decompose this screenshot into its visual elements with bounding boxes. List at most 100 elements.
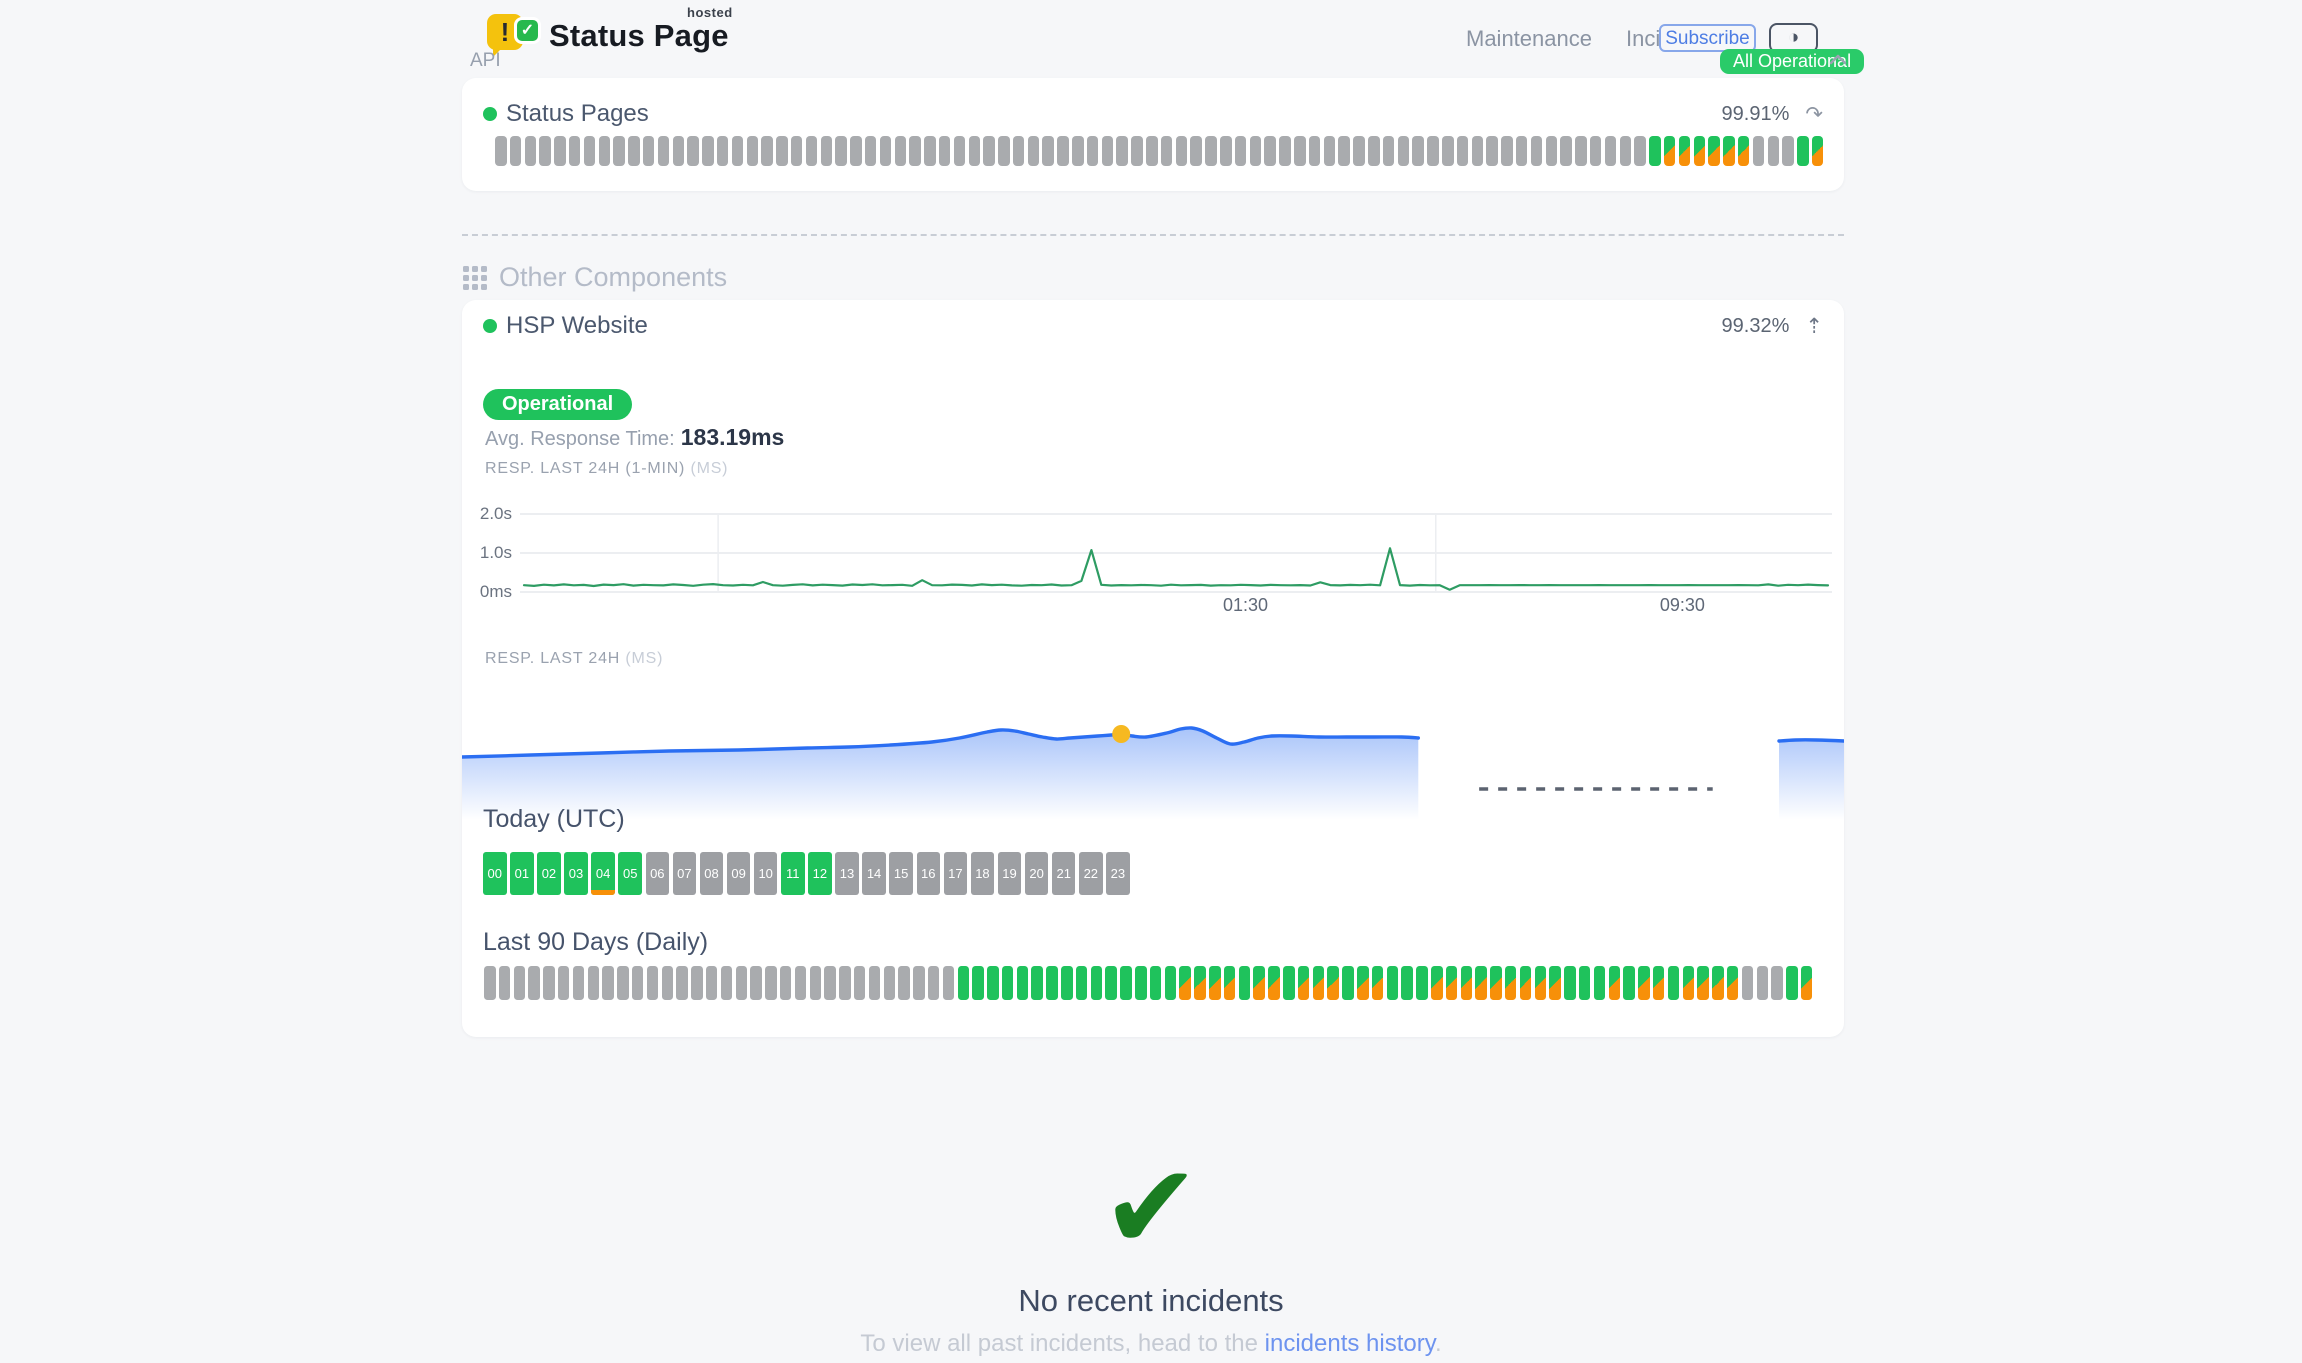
uptime-bar[interactable] xyxy=(1475,966,1487,1000)
uptime-bar[interactable] xyxy=(1401,966,1413,1000)
uptime-bar[interactable] xyxy=(1486,136,1498,166)
uptime-bar[interactable] xyxy=(794,966,807,1000)
uptime-bar[interactable] xyxy=(1308,136,1321,166)
uptime-bar[interactable] xyxy=(631,966,644,1000)
hour-block-14[interactable]: 14 xyxy=(862,852,886,895)
uptime-bar[interactable] xyxy=(1194,966,1206,1000)
uptime-bar[interactable] xyxy=(1638,966,1650,1000)
uptime-bar[interactable] xyxy=(1357,966,1369,1000)
uptime-bar[interactable] xyxy=(1460,966,1473,1000)
uptime-bar[interactable] xyxy=(1238,966,1251,1000)
uptime-bar[interactable] xyxy=(1811,136,1824,166)
uptime-bar[interactable] xyxy=(809,966,822,1000)
response-24h-chart[interactable] xyxy=(460,690,1846,820)
uptime-bar[interactable] xyxy=(1086,136,1099,166)
hour-block-06[interactable]: 06 xyxy=(645,852,670,895)
uptime-bar[interactable] xyxy=(1471,136,1484,166)
uptime-bar[interactable] xyxy=(1708,136,1720,166)
uptime-bar[interactable] xyxy=(1149,966,1162,1000)
uptime-bar[interactable] xyxy=(1578,966,1591,1000)
uptime-bar[interactable] xyxy=(1075,966,1088,1000)
uptime-bar[interactable] xyxy=(691,966,703,1000)
uptime-bar[interactable] xyxy=(1771,966,1783,1000)
uptime-bar[interactable] xyxy=(1312,966,1325,1000)
uptime-bar[interactable] xyxy=(528,966,540,1000)
uptime-bar[interactable] xyxy=(1726,966,1739,1000)
uptime-bar[interactable] xyxy=(1016,966,1029,1000)
uptime-bar[interactable] xyxy=(1504,966,1517,1000)
uptime-bar[interactable] xyxy=(853,966,866,1000)
uptime-bar[interactable] xyxy=(1530,136,1543,166)
uptime-bar[interactable] xyxy=(1160,136,1173,166)
uptime-bar[interactable] xyxy=(779,966,792,1000)
response-1min-chart[interactable] xyxy=(520,513,1832,593)
uptime-bar[interactable] xyxy=(1782,136,1794,166)
uptime-bar[interactable] xyxy=(850,136,862,166)
uptime-bar[interactable] xyxy=(1667,966,1680,1000)
uptime-bar[interactable] xyxy=(1279,136,1291,166)
uptime-bar[interactable] xyxy=(835,136,847,166)
uptime-bar[interactable] xyxy=(702,136,714,166)
uptime-bar[interactable] xyxy=(1338,136,1350,166)
uptime-bar[interactable] xyxy=(924,136,936,166)
uptime-bar[interactable] xyxy=(894,136,907,166)
hour-block-15[interactable]: 15 xyxy=(889,852,913,895)
uptime-bar[interactable] xyxy=(1649,136,1661,166)
hour-block-11[interactable]: 11 xyxy=(781,852,805,895)
hour-block-17[interactable]: 17 xyxy=(943,852,968,895)
uptime-bar[interactable] xyxy=(805,136,818,166)
uptime-bar[interactable] xyxy=(1249,136,1262,166)
uptime-bar[interactable] xyxy=(1031,966,1043,1000)
uptime-bar[interactable] xyxy=(913,966,925,1000)
arrow-up-icon[interactable]: ⇡ xyxy=(1805,314,1823,338)
uptime-bar[interactable] xyxy=(1268,966,1280,1000)
uptime-bar[interactable] xyxy=(1327,966,1339,1000)
uptime-bar[interactable] xyxy=(968,136,980,166)
uptime-bar[interactable] xyxy=(1752,136,1765,166)
uptime-bar[interactable] xyxy=(1382,136,1395,166)
uptime-bar[interactable] xyxy=(1175,136,1188,166)
uptime-bar[interactable] xyxy=(720,966,733,1000)
uptime-bar[interactable] xyxy=(1737,136,1750,166)
uptime-bar[interactable] xyxy=(1116,136,1128,166)
uptime-bar[interactable] xyxy=(646,966,659,1000)
uptime-bar[interactable] xyxy=(927,966,940,1000)
hour-block-12[interactable]: 12 xyxy=(808,852,832,895)
uptime-bar[interactable] xyxy=(705,966,718,1000)
hour-block-04[interactable]: 04 xyxy=(591,852,615,895)
uptime-bar[interactable] xyxy=(864,136,877,166)
uptime-bar[interactable] xyxy=(716,136,729,166)
uptime-bar[interactable] xyxy=(1297,966,1310,1000)
uptime-bar[interactable] xyxy=(820,136,833,166)
uptime-bar[interactable] xyxy=(883,966,896,1000)
uptime-bar[interactable] xyxy=(1604,136,1617,166)
uptime-bar[interactable] xyxy=(1397,136,1410,166)
uptime-bar[interactable] xyxy=(1682,966,1695,1000)
hour-block-18[interactable]: 18 xyxy=(970,852,995,895)
uptime-bar[interactable] xyxy=(1515,136,1528,166)
uptime-bar[interactable] xyxy=(1427,136,1439,166)
uptime-bar[interactable] xyxy=(524,136,537,166)
uptime-bar[interactable] xyxy=(1534,966,1547,1000)
uptime-bar[interactable] xyxy=(1634,136,1646,166)
uptime-bar[interactable] xyxy=(1416,966,1428,1000)
uptime-bar[interactable] xyxy=(1442,136,1454,166)
uptime-bar[interactable] xyxy=(898,966,910,1000)
uptime-bar[interactable] xyxy=(1786,966,1798,1000)
uptime-bar[interactable] xyxy=(1012,136,1025,166)
hour-block-08[interactable]: 08 xyxy=(699,852,724,895)
uptime-bar[interactable] xyxy=(942,966,955,1000)
uptime-bar[interactable] xyxy=(909,136,921,166)
uptime-bar[interactable] xyxy=(617,966,629,1000)
uptime-bar[interactable] xyxy=(1131,136,1143,166)
uptime-bar[interactable] xyxy=(746,136,759,166)
uptime-bar[interactable] xyxy=(672,136,685,166)
uptime-bar[interactable] xyxy=(765,966,777,1000)
uptime-bar[interactable] xyxy=(1593,966,1606,1000)
uptime-bar[interactable] xyxy=(513,966,526,1000)
uptime-bar[interactable] xyxy=(1061,966,1073,1000)
uptime-bar[interactable] xyxy=(543,966,555,1000)
uptime-bar[interactable] xyxy=(1179,966,1191,1000)
uptime-bar[interactable] xyxy=(987,966,999,1000)
uptime-bar[interactable] xyxy=(1623,966,1635,1000)
